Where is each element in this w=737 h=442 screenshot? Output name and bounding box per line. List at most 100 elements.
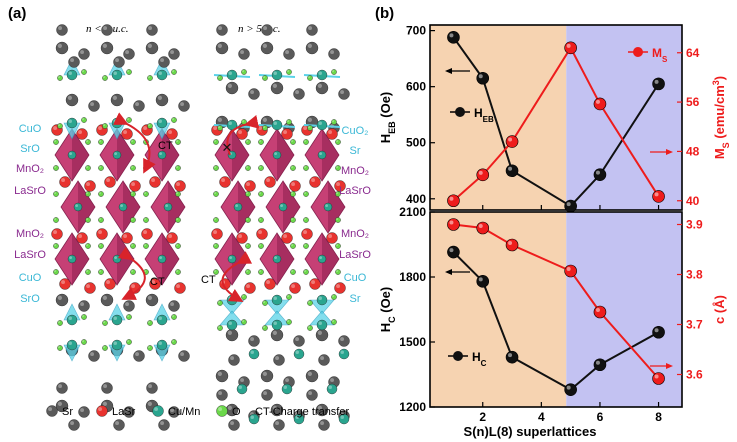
o-atom-shine: [332, 120, 334, 122]
panel-a-label: (a): [8, 5, 26, 22]
o-atom: [175, 191, 181, 197]
lasr-atom: [59, 176, 71, 188]
series-line-h-eb: [452, 36, 660, 208]
lasr-atom-shine: [61, 178, 65, 182]
o-atom-shine: [246, 270, 248, 272]
lasr-atom: [84, 180, 96, 192]
o-atom: [262, 300, 268, 306]
y-left-tick-label: 1500: [399, 335, 426, 349]
sr-atom-shine: [263, 26, 268, 31]
mn-atom-shine: [114, 152, 117, 156]
sr-atom-shine: [340, 337, 345, 342]
o-atom-shine: [218, 326, 220, 328]
o-atom: [303, 191, 309, 197]
lasr-atom: [219, 176, 231, 188]
shaded-region-orange: [430, 25, 567, 210]
o-atom: [171, 69, 177, 75]
sr-atom-shine: [147, 295, 152, 300]
data-point-shine: [478, 224, 483, 228]
o-atom: [290, 191, 296, 197]
left-layer-label: LaSrO: [14, 249, 46, 261]
charge-transfer-arrows: CT CT ✕ CT: [112, 112, 260, 302]
o-atom: [85, 191, 91, 197]
cu-atom-shine: [228, 71, 232, 75]
o-atom-shine: [99, 270, 101, 272]
o-atom: [286, 319, 292, 325]
cu-atom-shine: [158, 71, 162, 75]
o-atom-shine: [218, 301, 220, 303]
o-atom: [241, 294, 247, 300]
o-atom: [303, 139, 309, 145]
sr-atom: [78, 300, 90, 312]
lasr-atom: [84, 282, 96, 294]
cu-atom-shine: [228, 121, 232, 125]
lasr-atom: [289, 180, 301, 192]
sr-atom: [338, 88, 350, 100]
lasr-atom: [264, 176, 276, 188]
lasr-atom-shine: [258, 230, 263, 234]
sr-atom-shine: [125, 50, 129, 54]
o-atom-shine: [144, 244, 146, 246]
mn-atom: [157, 254, 167, 264]
left-layer-label: SrO: [20, 293, 40, 305]
sr-atom-shine: [217, 117, 222, 122]
o-atom-shine: [58, 76, 60, 78]
sr-atom: [158, 56, 170, 68]
o-atom-shine: [82, 70, 84, 72]
left-layer-label: CuO: [19, 123, 42, 135]
cu-atom-shine: [318, 121, 322, 125]
y-right-tick-label: 3.9: [686, 218, 703, 232]
data-point-shine: [449, 196, 454, 201]
o-atom-shine: [99, 244, 101, 246]
sr-atom-shine: [217, 43, 222, 49]
cu-atom-shine: [228, 296, 232, 300]
sr-atom: [318, 354, 330, 366]
lasr-atom: [281, 232, 293, 244]
y-right-tick-label: 3.7: [686, 318, 703, 332]
sr-atom: [123, 300, 135, 312]
o-atom-shine: [287, 320, 289, 322]
data-point-shine: [654, 79, 659, 84]
sr-atom-shine: [57, 401, 63, 406]
o-atom-shine: [58, 124, 60, 126]
o-atom: [245, 269, 251, 275]
mn-atom-shine: [274, 256, 277, 259]
o-atom-shine: [86, 140, 88, 142]
sr-atom-shine: [308, 26, 313, 31]
data-point-h-c: [593, 358, 607, 372]
sr-atom-shine: [307, 117, 312, 122]
o-atom: [126, 314, 132, 320]
mno6-octahedron-face: [72, 129, 89, 181]
sr-atom: [293, 335, 305, 347]
x-axis-label: S(n)L(8) superlattices: [464, 424, 597, 439]
lasr-atom-shine: [143, 126, 147, 130]
o-atom-shine: [54, 244, 56, 246]
cu-atom: [156, 339, 168, 351]
mn-atom-shine: [274, 152, 277, 156]
cu-atom: [226, 319, 238, 331]
o-atom: [147, 123, 153, 129]
o-atom-shine: [242, 295, 244, 297]
left-layer-label: MnO₂: [16, 228, 44, 240]
o-atom-shine: [144, 218, 146, 220]
cu-atom: [271, 69, 283, 81]
data-point-shine: [478, 277, 483, 282]
sr-atom: [305, 41, 319, 55]
atom-legend: Sr LaSr Cu/Mn O CT-Charge transfer: [46, 405, 349, 418]
y-left-axis-label: HEB (Oe): [378, 92, 397, 144]
sr-atom: [145, 293, 159, 307]
lasr-atom-shine: [328, 130, 333, 134]
o-atom-shine: [148, 124, 150, 126]
o-atom-shine: [304, 140, 306, 142]
cu-atom: [293, 413, 305, 425]
sr-atom: [123, 48, 135, 60]
lasr-atom-shine: [336, 182, 341, 186]
sr-atom: [261, 24, 273, 36]
o-atom: [286, 294, 292, 300]
legend-swatch-cu-mn-shine: [154, 407, 158, 412]
data-point-shine: [508, 166, 513, 171]
o-atom: [85, 243, 91, 249]
lasr-atom: [174, 282, 186, 294]
o-atom: [130, 191, 136, 197]
